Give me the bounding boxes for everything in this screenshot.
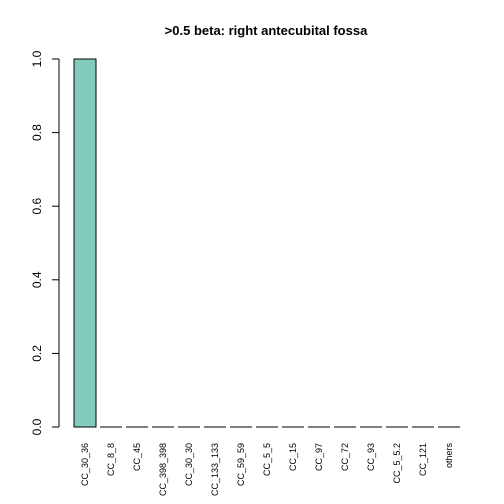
x-category-label: CC_15 (288, 443, 298, 471)
x-category-label: CC_72 (340, 443, 350, 471)
x-category-label: CC_45 (132, 443, 142, 471)
x-category-label: CC_8_8 (106, 443, 116, 476)
y-axis: 0.0 0.2 0.4 0.6 0.8 1.0 (30, 50, 59, 435)
x-category-label: CC_59_59 (236, 443, 246, 486)
x-category-label: CC_133_133 (210, 443, 220, 496)
y-tick-label: 0.0 (30, 418, 44, 435)
x-category-label: CC_398_398 (158, 443, 168, 496)
x-category-label: CC_30_30 (184, 443, 194, 486)
y-tick-label: 0.6 (30, 198, 44, 215)
y-tick-label: 1.0 (30, 50, 44, 67)
y-tick-label: 0.2 (30, 345, 44, 362)
x-category-label: CC_5_5.2 (392, 443, 402, 484)
y-tick-label: 0.8 (30, 124, 44, 141)
bars (73, 58, 460, 428)
chart-title: >0.5 beta: right antecubital fossa (165, 23, 368, 38)
y-tick-label: 0.4 (30, 271, 44, 288)
x-category-label: CC_5_5 (262, 443, 272, 476)
x-axis-labels: CC_30_36 CC_8_8 CC_45 CC_398_398 CC_30_30 CC_… (80, 443, 454, 497)
bar-CC_30_36 (73, 58, 97, 428)
x-category-label: others (444, 443, 454, 469)
x-category-label: CC_93 (366, 443, 376, 471)
x-category-label: CC_121 (418, 443, 428, 476)
x-category-label: CC_30_36 (80, 443, 90, 486)
x-category-label: CC_97 (314, 443, 324, 471)
